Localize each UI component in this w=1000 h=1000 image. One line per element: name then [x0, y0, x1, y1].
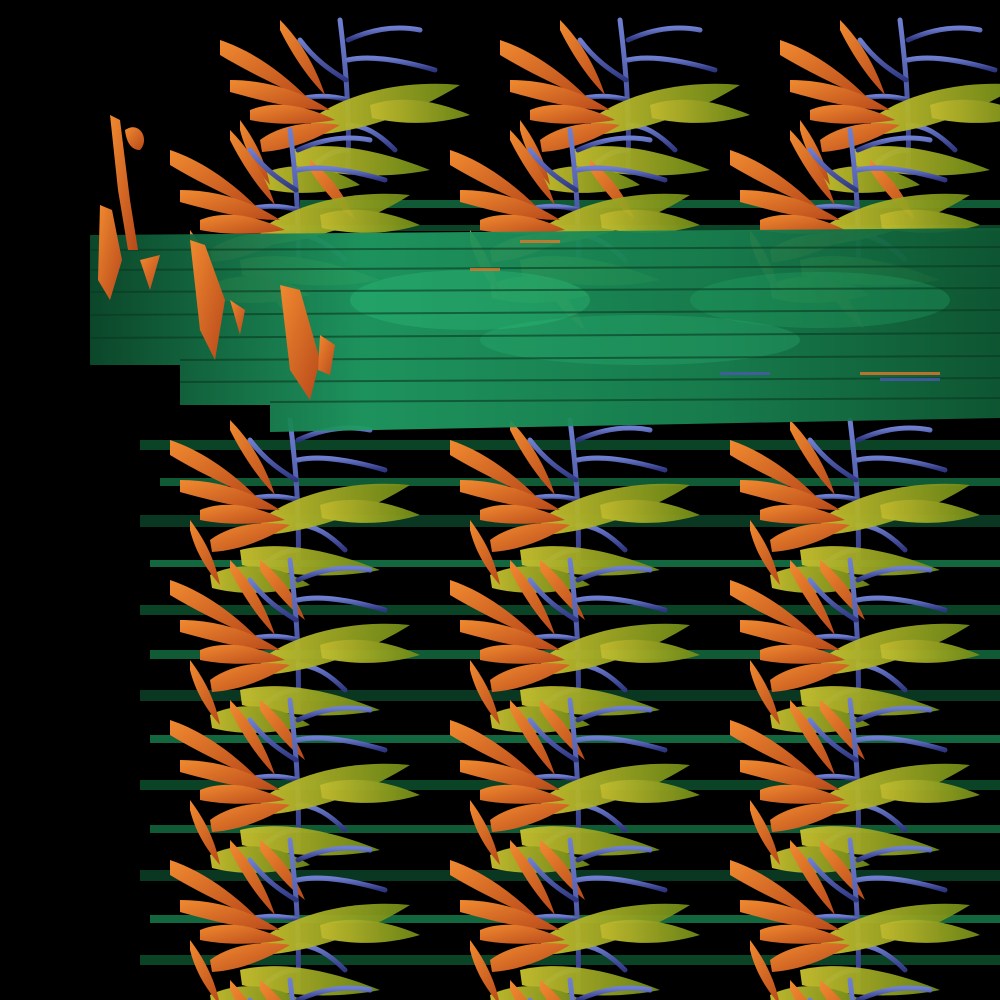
artwork-canvas — [89, 17, 1000, 1000]
glitch-art-image — [89, 17, 1000, 1000]
